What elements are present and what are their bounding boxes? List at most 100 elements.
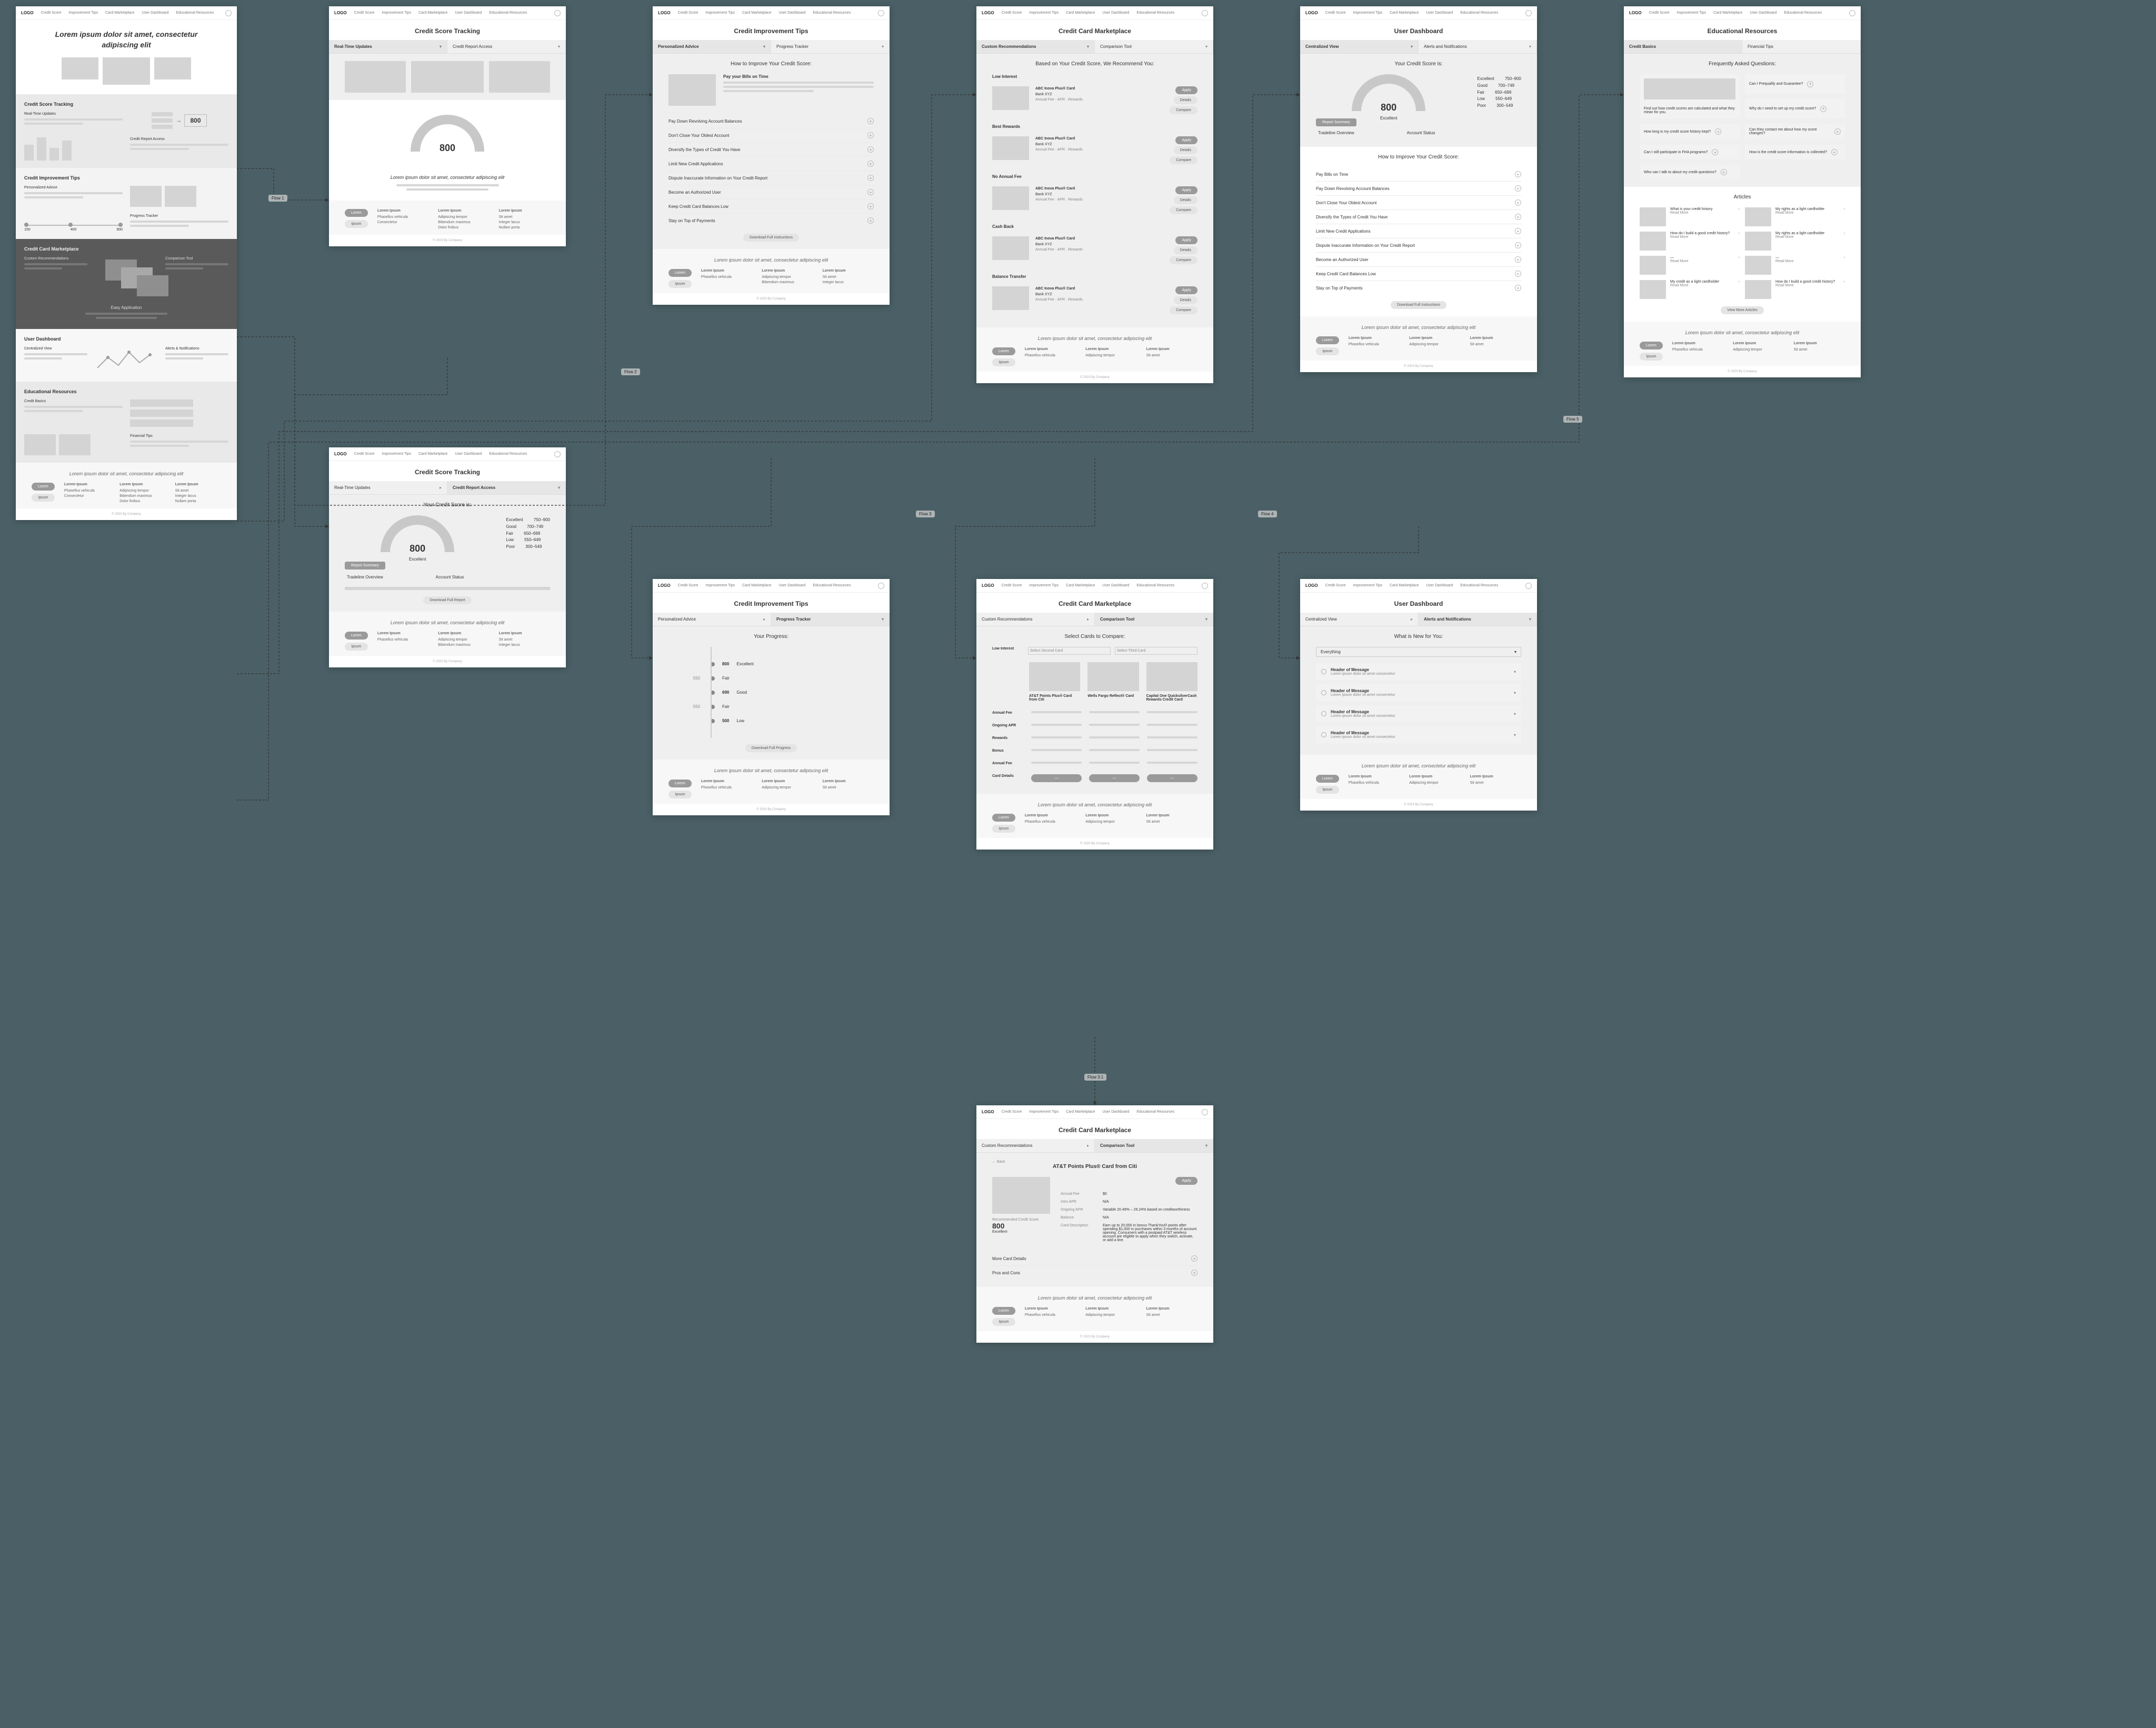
tip-row[interactable]: Stay on Top of Payments+ bbox=[668, 214, 874, 227]
details-button[interactable]: Details bbox=[1174, 296, 1197, 304]
tip-row[interactable]: Keep Credit Card Balances Low+ bbox=[1316, 267, 1521, 281]
expand-icon[interactable]: + bbox=[867, 132, 874, 138]
article-item[interactable]: My rights as a light cardholderRead More… bbox=[1745, 232, 1845, 251]
expand-icon[interactable]: + bbox=[1191, 1255, 1197, 1262]
tip-row[interactable]: Limit New Credit Applications+ bbox=[668, 157, 874, 171]
logo[interactable]: LOGO bbox=[658, 11, 671, 15]
tab-compare[interactable]: Comparison Tool▾ bbox=[1095, 613, 1213, 626]
compare-button[interactable]: Compare bbox=[1170, 156, 1197, 164]
nav-link[interactable]: User Dashboard bbox=[142, 11, 168, 15]
logo[interactable]: LOGO bbox=[21, 11, 34, 15]
tip-row[interactable]: Become an Authorized User+ bbox=[668, 185, 874, 199]
message-card[interactable]: Header of MessageLorem ipsum dolor sit a… bbox=[1316, 705, 1521, 722]
logo[interactable]: LOGO bbox=[334, 11, 347, 15]
tab-advice[interactable]: Personalized Advice▾ bbox=[653, 40, 771, 53]
gear-icon[interactable] bbox=[1202, 1109, 1208, 1115]
faq-item[interactable]: Can they contact me about how my score c… bbox=[1745, 124, 1845, 139]
expand-icon[interactable]: + bbox=[1834, 128, 1841, 135]
article-item[interactable]: How do I build a good credit history?Rea… bbox=[1745, 280, 1845, 299]
tab-credit-report[interactable]: Credit Report Access▾ bbox=[447, 40, 566, 53]
compare-button[interactable]: Compare bbox=[1170, 256, 1197, 264]
faq-item[interactable]: Can I still participate in FHA programs?… bbox=[1640, 145, 1740, 159]
tab-recs[interactable]: Custom Recommendations▸ bbox=[976, 1139, 1095, 1152]
compare-button[interactable]: Compare bbox=[1170, 306, 1197, 314]
faq-item[interactable]: Why do I need to set up my credit score?… bbox=[1745, 99, 1845, 118]
details-button[interactable]: Details bbox=[1174, 146, 1197, 154]
tip-row[interactable]: Dispute Inaccurate Information on Your C… bbox=[668, 171, 874, 185]
expand-icon[interactable]: + bbox=[1191, 1270, 1197, 1276]
card-details-button[interactable]: — bbox=[1147, 774, 1197, 782]
details-button[interactable]: Details bbox=[1174, 196, 1197, 204]
faq-item[interactable]: Can I Prequalify and Guarantee?+ bbox=[1745, 74, 1845, 94]
tip-row[interactable]: Keep Credit Card Balances Low+ bbox=[668, 199, 874, 214]
download-button[interactable]: Download Full Instructions bbox=[743, 234, 799, 242]
message-card[interactable]: Header of MessageLorem ipsum dolor sit a… bbox=[1316, 726, 1521, 743]
select-card-2[interactable]: Select Second Card bbox=[1028, 647, 1111, 655]
pros-cons[interactable]: Pros and Cons bbox=[992, 1271, 1020, 1275]
apply-button[interactable]: Apply bbox=[1175, 186, 1197, 194]
gear-icon[interactable] bbox=[1849, 10, 1855, 16]
article-item[interactable]: What is your credit historyRead More› bbox=[1640, 207, 1740, 226]
message-card[interactable]: Header of MessageLorem ipsum dolor sit a… bbox=[1316, 684, 1521, 701]
gear-icon[interactable] bbox=[1525, 583, 1532, 589]
faq-item[interactable]: How long is my credit score history kept… bbox=[1640, 124, 1740, 139]
logo[interactable]: LOGO bbox=[334, 452, 347, 456]
tip-row[interactable]: Pay Bills on Time+ bbox=[1316, 167, 1521, 182]
report-summary-header[interactable]: Report Summary bbox=[1316, 118, 1356, 126]
download-button[interactable]: Download Full Report bbox=[423, 596, 471, 604]
card-details-button[interactable]: — bbox=[1089, 774, 1140, 782]
tab-centralized[interactable]: Centralized View▾ bbox=[1300, 40, 1419, 53]
gear-icon[interactable] bbox=[1525, 10, 1532, 16]
expand-icon[interactable]: + bbox=[1515, 285, 1521, 291]
tip-row[interactable]: Diversify the Types of Credit You Have+ bbox=[668, 143, 874, 157]
nav-link[interactable]: Educational Resources bbox=[489, 11, 527, 15]
tip-row[interactable]: Don't Close Your Oldest Account+ bbox=[668, 128, 874, 143]
tab-advice[interactable]: Personalized Advice▸ bbox=[653, 613, 771, 626]
expand-icon[interactable]: + bbox=[1831, 149, 1838, 155]
expand-icon[interactable]: + bbox=[1515, 256, 1521, 263]
download-button[interactable]: Download Full Progress bbox=[745, 744, 797, 752]
nav-link[interactable]: Improvement Tips bbox=[382, 11, 411, 15]
gear-icon[interactable] bbox=[225, 10, 232, 16]
details-button[interactable]: Details bbox=[1174, 246, 1197, 254]
tab-recs[interactable]: Custom Recommendations▾ bbox=[976, 40, 1095, 53]
article-item[interactable]: My rights as a light cardholderRead More… bbox=[1745, 207, 1845, 226]
tab-compare[interactable]: Comparison Tool▾ bbox=[1095, 40, 1213, 53]
expand-icon[interactable]: + bbox=[867, 118, 874, 124]
tab-progress[interactable]: Progress Tracker▾ bbox=[771, 613, 890, 626]
gear-icon[interactable] bbox=[554, 451, 561, 457]
download-button[interactable]: Download Full Instructions bbox=[1391, 301, 1446, 309]
article-item[interactable]: —Read More› bbox=[1745, 256, 1845, 275]
tip-row[interactable]: Become an Authorized User+ bbox=[1316, 253, 1521, 267]
tip-row[interactable]: Diversify the Types of Credit You Have+ bbox=[1316, 210, 1521, 224]
expand-icon[interactable]: + bbox=[1515, 242, 1521, 248]
nav-link[interactable]: Improvement Tips bbox=[68, 11, 98, 15]
nav-link[interactable]: Card Marketplace bbox=[418, 11, 447, 15]
expand-icon[interactable]: + bbox=[867, 161, 874, 167]
details-button[interactable]: Details bbox=[1174, 96, 1197, 104]
tab-compare[interactable]: Comparison Tool▾ bbox=[1095, 1139, 1213, 1152]
expand-icon[interactable]: + bbox=[1515, 199, 1521, 206]
nav-link[interactable]: Card Marketplace bbox=[105, 11, 134, 15]
expand-icon[interactable]: + bbox=[867, 189, 874, 195]
gear-icon[interactable] bbox=[878, 583, 884, 589]
more-articles-button[interactable]: View More Articles bbox=[1721, 306, 1763, 314]
filter-select[interactable]: Everything▾ bbox=[1316, 647, 1521, 657]
expand-icon[interactable]: + bbox=[1515, 228, 1521, 234]
expand-icon[interactable]: + bbox=[867, 203, 874, 209]
expand-icon[interactable]: + bbox=[1721, 169, 1727, 175]
article-item[interactable]: How do I build a good credit history?Rea… bbox=[1640, 232, 1740, 251]
tab-alerts[interactable]: Alerts and Notifications▾ bbox=[1419, 40, 1537, 53]
tab-recs[interactable]: Custom Recommendations▸ bbox=[976, 613, 1095, 626]
card-details-button[interactable]: — bbox=[1031, 774, 1082, 782]
faq-item[interactable]: Who can I talk to about my credit questi… bbox=[1640, 165, 1740, 179]
expand-icon[interactable]: + bbox=[1807, 81, 1813, 87]
footer-cta[interactable]: Ipsum bbox=[32, 494, 55, 502]
apply-button[interactable]: Apply bbox=[1175, 286, 1197, 294]
tip-row[interactable]: Pay Down Revolving Account Balances+ bbox=[1316, 182, 1521, 196]
tip-row[interactable]: Don't Close Your Oldest Account+ bbox=[1316, 196, 1521, 210]
tab-basics[interactable]: Credit Basics bbox=[1624, 40, 1742, 53]
nav-link[interactable]: Credit Score bbox=[354, 11, 375, 15]
apply-button[interactable]: Apply bbox=[1175, 236, 1197, 244]
article-item[interactable]: —Read More› bbox=[1640, 256, 1740, 275]
